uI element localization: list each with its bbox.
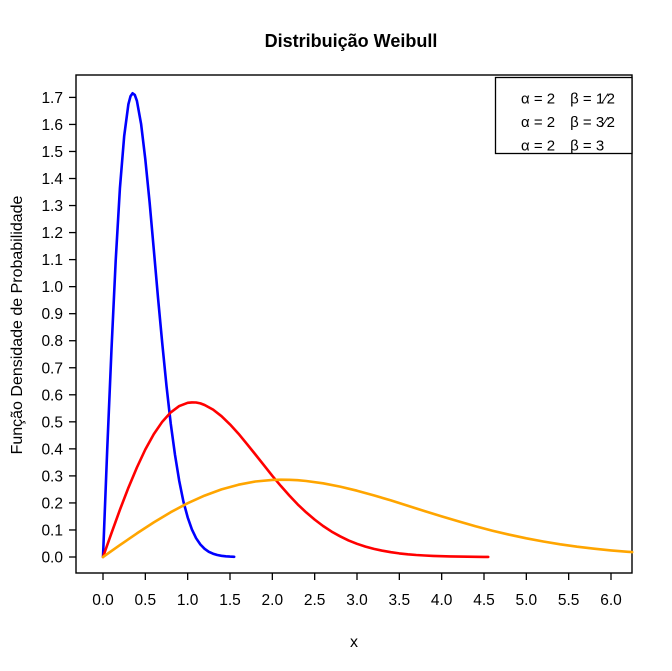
x-tick-label: 4.0 bbox=[431, 592, 453, 609]
chart-title: Distribuição Weibull bbox=[265, 31, 438, 51]
legend-box bbox=[494, 76, 633, 155]
y-tick-label: 1.6 bbox=[41, 117, 63, 134]
y-tick-label: 1.7 bbox=[41, 90, 63, 107]
legend-items: α = 2 β = 1⁄2 α = 2 β = 3⁄2 α = 2 β = 3 bbox=[521, 91, 615, 155]
y-tick-label: 1.5 bbox=[41, 144, 63, 161]
y-tick-label: 0.3 bbox=[41, 468, 63, 485]
y-tick-label: 0.0 bbox=[41, 550, 63, 567]
legend-item: α = 2 β = 3 bbox=[521, 138, 604, 155]
x-tick-label: 1.0 bbox=[177, 592, 199, 609]
y-tick-label: 1.0 bbox=[41, 279, 63, 296]
y-axis-ticks: 0.0 0.1 0.2 0.3 0.4 0.5 0.6 0.7 0.8 0.9 1.0 1.1 1.2 1… bbox=[41, 90, 76, 567]
x-tick-label: 5.0 bbox=[516, 592, 538, 609]
y-tick-label: 0.5 bbox=[41, 414, 63, 431]
series-lines bbox=[101, 92, 634, 559]
x-tick-label: 5.5 bbox=[558, 592, 580, 609]
x-tick-label: 1.5 bbox=[219, 592, 241, 609]
x-tick-label: 2.0 bbox=[262, 592, 284, 609]
x-axis-label: x bbox=[350, 634, 358, 651]
plot-area-border bbox=[75, 74, 633, 574]
legend-item: α = 2 β = 3⁄2 bbox=[521, 114, 615, 131]
y-tick-label: 0.6 bbox=[41, 387, 63, 404]
y-tick-label: 1.4 bbox=[41, 171, 63, 188]
y-tick-label: 0.8 bbox=[41, 333, 63, 350]
y-tick-label: 0.9 bbox=[41, 306, 63, 323]
x-tick-label: 0.0 bbox=[92, 592, 114, 609]
y-tick-label: 1.1 bbox=[41, 252, 63, 269]
x-tick-label: 3.5 bbox=[389, 592, 411, 609]
x-tick-label: 3.0 bbox=[346, 592, 368, 609]
y-tick-label: 1.3 bbox=[41, 198, 63, 215]
y-tick-label: 0.2 bbox=[41, 495, 63, 512]
series-line-weibull-alpha2-beta-3halves bbox=[101, 401, 490, 559]
y-tick-label: 0.4 bbox=[41, 441, 63, 458]
series-line-weibull-alpha2-beta-3 bbox=[101, 478, 634, 559]
x-tick-label: 4.5 bbox=[473, 592, 495, 609]
x-tick-label: 2.5 bbox=[304, 592, 326, 609]
series-line-weibull-alpha2-beta-half bbox=[101, 92, 236, 559]
x-tick-label: 0.5 bbox=[135, 592, 157, 609]
x-tick-label: 6.0 bbox=[600, 592, 622, 609]
y-axis-label: Função Densidade de Probabilidade bbox=[9, 195, 26, 454]
x-axis-ticks: 0.0 0.5 1.0 1.5 2.0 2.5 3.0 3.5 4.0 4.5 5.0 5.5 6.0 bbox=[92, 573, 622, 609]
legend-item: α = 2 β = 1⁄2 bbox=[521, 91, 615, 108]
legend: α = 2 β = 1⁄2 α = 2 β = 3⁄2 α = 2 β = 3 bbox=[494, 76, 633, 155]
y-tick-label: 0.7 bbox=[41, 360, 63, 377]
y-tick-label: 0.1 bbox=[41, 522, 63, 539]
y-tick-label: 1.2 bbox=[41, 225, 63, 242]
